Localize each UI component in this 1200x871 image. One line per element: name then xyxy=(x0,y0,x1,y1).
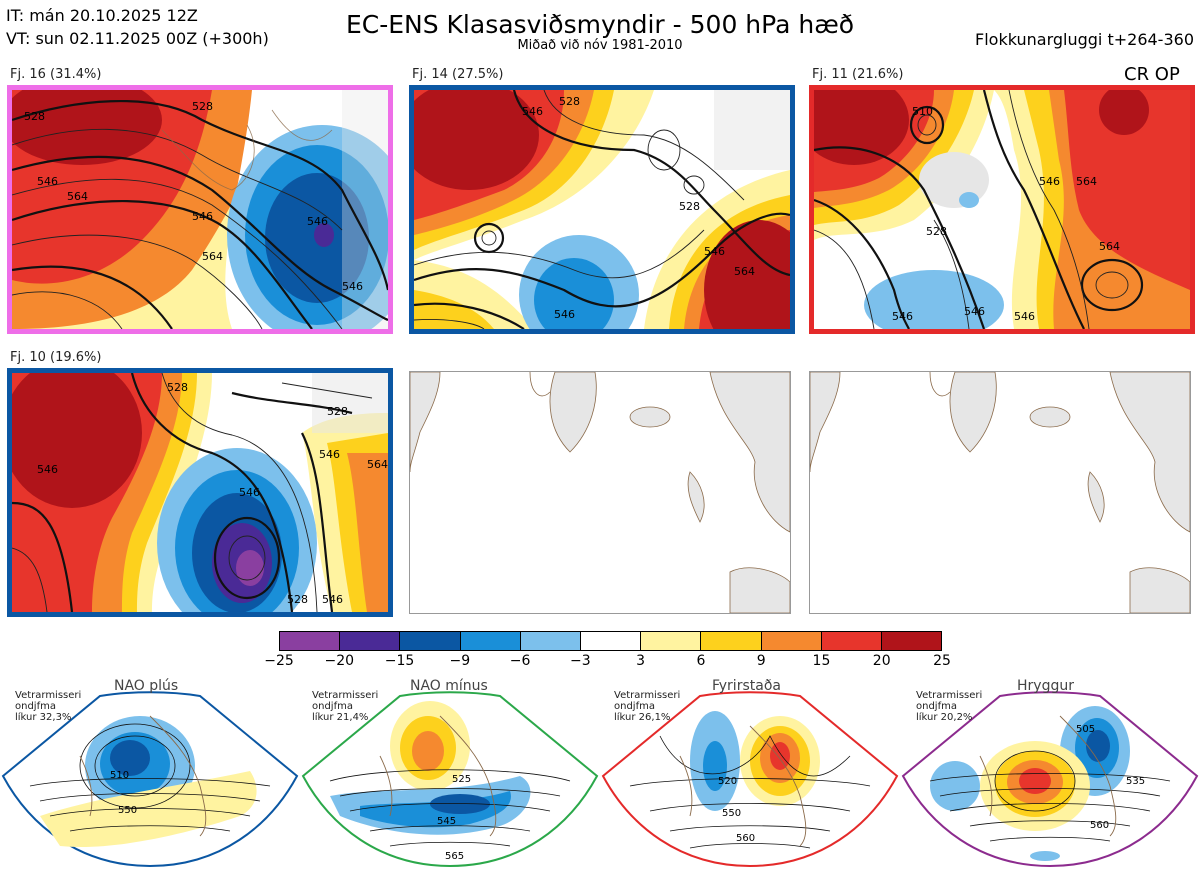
panel-4-label: Fj. 10 (19.6%) xyxy=(10,350,102,365)
cluster-map-1[interactable]: 528 546 564 546 528 546 564 546 xyxy=(7,85,393,334)
colorbar-tick-label: 25 xyxy=(933,653,951,669)
colorbar-tick-label: −20 xyxy=(324,653,355,669)
contour-label: 528 xyxy=(192,100,213,113)
contour-label: 564 xyxy=(202,250,223,263)
valid-time: VT: sun 02.11.2025 00Z (+300h) xyxy=(6,29,269,48)
regime-stats: Vetrarmisseri ondjfma líkur 21,4% xyxy=(312,690,379,723)
contour-label: 520 xyxy=(718,776,737,787)
colorbar-swatch xyxy=(701,632,762,650)
contour-label: 550 xyxy=(722,808,741,819)
contour-label: 564 xyxy=(1076,175,1097,188)
empty-map-6 xyxy=(809,371,1191,614)
colorbar-swatch xyxy=(821,632,882,650)
contour-label: 546 xyxy=(522,105,543,118)
regime-nao-minus[interactable]: Vetrarmisseri ondjfma líkur 21,4% NAO mínu… xyxy=(300,676,600,871)
colorbar-tick-label: 15 xyxy=(812,653,831,669)
contour-label: 550 xyxy=(118,805,137,816)
contour-label: 546 xyxy=(892,310,913,323)
contour-label: 546 xyxy=(192,210,213,223)
cluster-map-3[interactable]: 510 528 546 564 546 564 546 546 xyxy=(809,85,1195,334)
contour-label: 546 xyxy=(37,175,58,188)
panel-3-label: Fj. 11 (21.6%) xyxy=(812,67,904,82)
contour-label: 564 xyxy=(367,458,388,471)
contour-label: 546 xyxy=(554,308,575,321)
regime-title: NAO plús xyxy=(114,678,179,694)
colorbar-tick-label: 9 xyxy=(756,653,766,669)
colorbar-ticks: −25 −20 −15 −9 −6 −3 3 6 9 15 20 25 xyxy=(264,651,951,671)
contour-label: 564 xyxy=(1099,240,1120,253)
contour-label: 528 xyxy=(327,405,348,418)
regime-stats: Vetrarmisseri ondjfma líkur 20,2% xyxy=(916,690,983,723)
contour-label: 528 xyxy=(679,200,700,213)
contour-label: 545 xyxy=(437,816,456,827)
colorbar-tick-label: 6 xyxy=(696,653,706,669)
contour-label: 525 xyxy=(452,774,471,785)
contour-label: 528 xyxy=(559,95,580,108)
colorbar-swatch xyxy=(280,632,341,650)
contour-label: 546 xyxy=(319,448,340,461)
contour-label: 535 xyxy=(1126,776,1145,787)
colorbar-swatch xyxy=(520,632,581,650)
contour-label: 560 xyxy=(1090,820,1109,831)
cr-op-marker: CR OP xyxy=(1124,64,1180,85)
colorbar-swatch xyxy=(641,632,702,650)
colorbar-tick-label: −25 xyxy=(264,653,294,669)
regime-stats: Vetrarmisseri ondjfma líkur 32,3% xyxy=(15,690,82,723)
contour-label: 546 xyxy=(342,280,363,293)
contour-label: 564 xyxy=(734,265,755,278)
cluster-map-2[interactable]: 546 528 528 546 564 546 xyxy=(409,85,795,334)
colorbar-swatch xyxy=(400,632,461,650)
contour-label: 528 xyxy=(926,225,947,238)
regime-nao-plus[interactable]: Vetrarmisseri ondjfma líkur 32,3% NAO plús… xyxy=(0,676,300,871)
colorbar-tick-label: −3 xyxy=(570,653,591,669)
contour-label: 528 xyxy=(24,110,45,123)
panel-2-label: Fj. 14 (27.5%) xyxy=(412,67,504,82)
colorbar-tick-label: 20 xyxy=(872,653,891,669)
colorbar-swatch xyxy=(460,632,521,650)
contour-label: 546 xyxy=(322,593,343,606)
contour-label: 546 xyxy=(704,245,725,258)
contour-label: 528 xyxy=(287,593,308,606)
colorbar-swatch xyxy=(580,632,642,650)
contour-label: 505 xyxy=(1076,724,1095,735)
regime-blocking[interactable]: Vetrarmisseri ondjfma líkur 26,1% Fyrirsta… xyxy=(600,676,900,871)
contour-label: 510 xyxy=(110,770,129,781)
regime-title: Hryggur xyxy=(1017,678,1074,694)
contour-label: 546 xyxy=(1014,310,1035,323)
contour-label: 546 xyxy=(964,305,985,318)
colorbar-swatch xyxy=(340,632,401,650)
header-times: IT: mán 20.10.2025 12Z VT: sun 02.11.202… xyxy=(6,4,269,50)
panel-1-label: Fj. 16 (31.4%) xyxy=(10,67,102,82)
classification-window: Flokkunargluggi t+264-360 xyxy=(975,30,1194,49)
contour-label: 546 xyxy=(239,486,260,499)
page-title: EC-ENS Klasasviðsmyndir - 500 hPa hæð xyxy=(345,10,855,39)
empty-map-5 xyxy=(409,371,791,614)
contour-label: 560 xyxy=(736,833,755,844)
regime-ridge[interactable]: Vetrarmisseri ondjfma líkur 20,2% Hryggur … xyxy=(900,676,1200,871)
cluster-map-4[interactable]: 528 546 528 546 564 546 528 546 xyxy=(7,368,393,617)
contour-label: 546 xyxy=(307,215,328,228)
contour-label: 565 xyxy=(445,851,464,862)
colorbar-swatch xyxy=(761,632,822,650)
colorbar-tick-label: −6 xyxy=(509,653,531,669)
colorbar-swatch xyxy=(881,632,942,650)
colorbar: −25 −20 −15 −9 −6 −3 3 6 9 15 20 25 xyxy=(264,631,951,671)
contour-label: 546 xyxy=(37,463,58,476)
contour-label: 528 xyxy=(167,381,188,394)
regime-title: NAO mínus xyxy=(410,678,488,694)
contour-label: 510 xyxy=(912,105,933,118)
page-subtitle: Miðað við nóv 1981-2010 xyxy=(517,38,683,53)
colorbar-swatches xyxy=(279,631,942,651)
regime-title: Fyrirstaða xyxy=(712,678,781,694)
init-time: IT: mán 20.10.2025 12Z xyxy=(6,6,198,25)
contour-label: 564 xyxy=(67,190,88,203)
contour-label: 546 xyxy=(1039,175,1060,188)
colorbar-tick-label: −9 xyxy=(449,653,471,669)
colorbar-tick-label: 3 xyxy=(636,653,646,669)
colorbar-tick-label: −15 xyxy=(384,653,415,669)
regime-stats: Vetrarmisseri ondjfma líkur 26,1% xyxy=(614,690,681,723)
